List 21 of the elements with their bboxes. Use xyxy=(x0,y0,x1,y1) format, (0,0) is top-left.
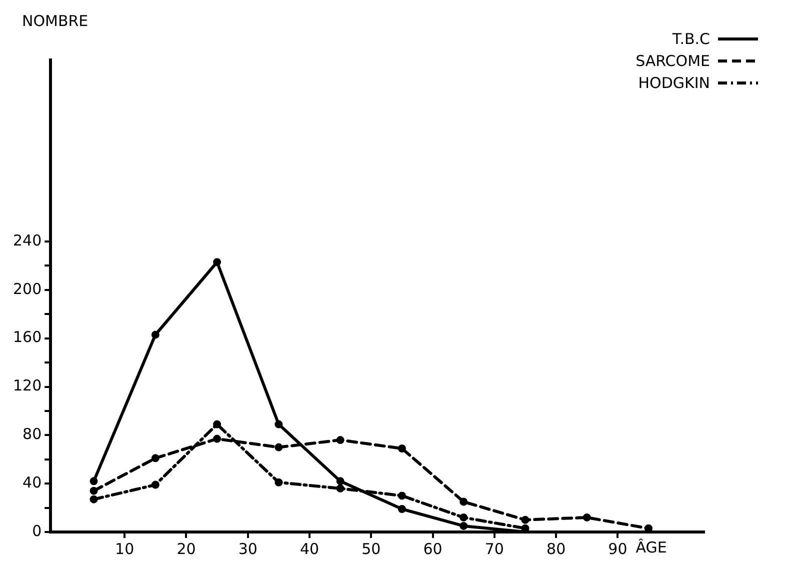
x-tick-label: 50 xyxy=(362,540,381,558)
y-tick-label: 40 xyxy=(22,473,42,492)
y-tick-label: 240 xyxy=(12,231,42,250)
y-tick-label: 120 xyxy=(12,376,42,395)
y-tick-label: 200 xyxy=(12,280,42,298)
x-tick-label: 40 xyxy=(300,540,320,558)
x-tick-label: 30 xyxy=(238,540,258,558)
x-tick-label: 10 xyxy=(115,540,134,558)
legend-label: HODGKIN xyxy=(638,74,710,92)
y-axis-title: NOMBRE xyxy=(22,12,88,30)
x-tick-label: 80 xyxy=(546,540,566,558)
x-tick-label: 70 xyxy=(484,540,504,558)
y-tick-label: 160 xyxy=(12,328,42,346)
x-axis-title: ÂGE xyxy=(636,538,667,556)
y-tick-label: 0 xyxy=(32,522,42,540)
legend-label: SARCOME xyxy=(636,52,710,70)
x-tick-label: 90 xyxy=(608,540,628,558)
x-tick-label: 60 xyxy=(423,540,442,558)
y-tick-label: 80 xyxy=(22,425,42,444)
legend-label: T.B.C xyxy=(672,30,710,48)
x-tick-label: 20 xyxy=(176,540,196,558)
